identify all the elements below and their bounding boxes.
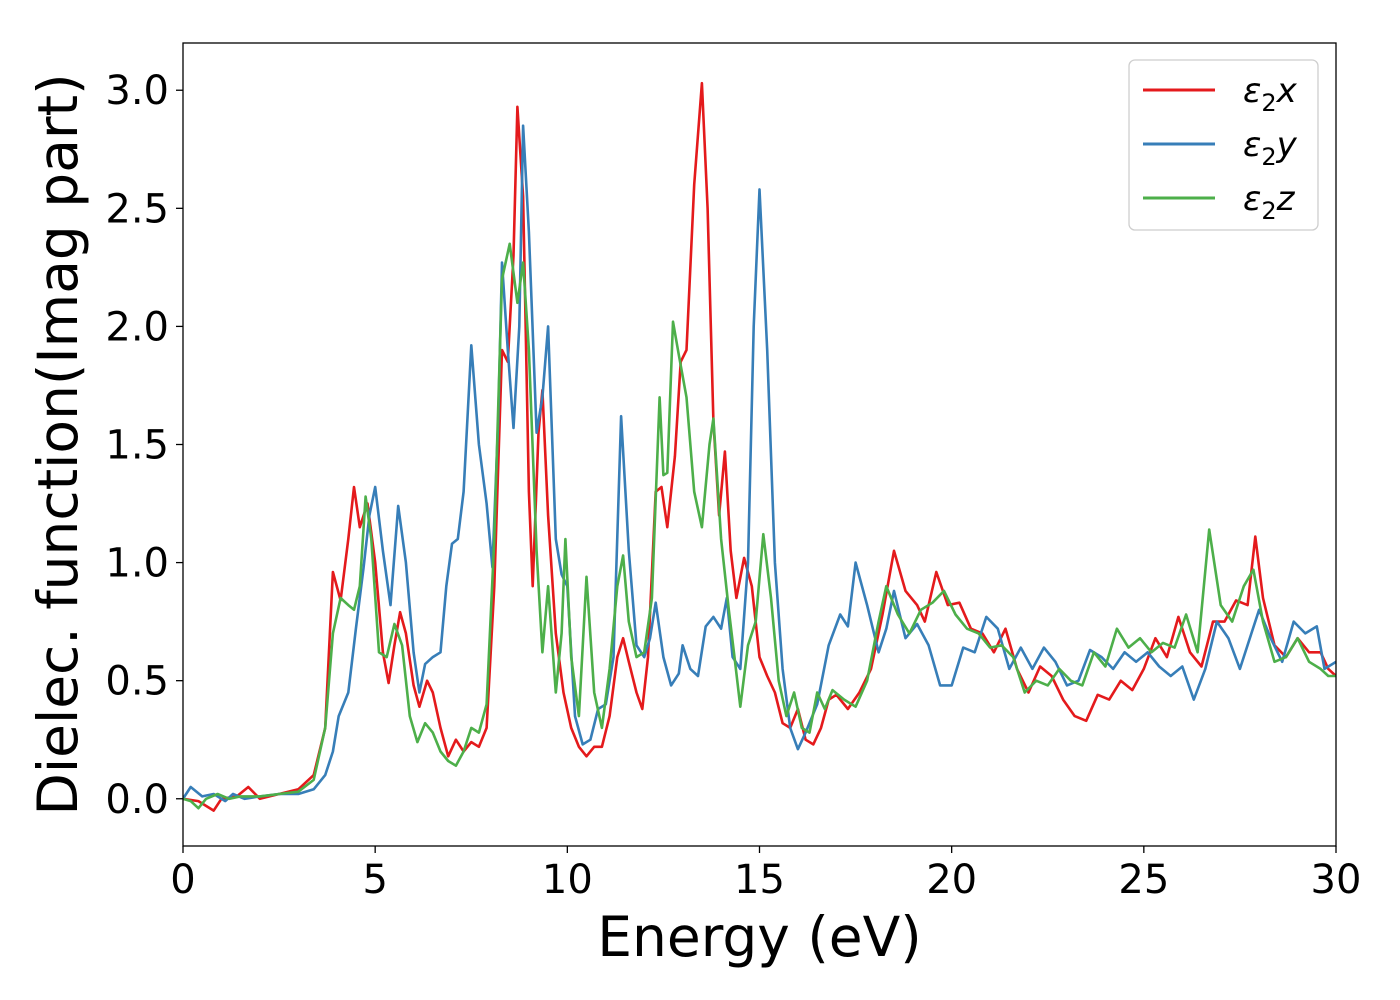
y-axis-label: Dielec. function(Imag part) [26,73,90,815]
x-tick-label: 25 [1118,857,1169,903]
legend-label-z: ε2z [1243,179,1296,225]
legend-label-x: ε2x [1243,71,1298,117]
legend-box [1128,59,1319,231]
y-tick-label: 2.5 [105,186,169,232]
y-tick-label: 0.5 [105,659,169,705]
legend-label-y: ε2y [1243,125,1298,171]
legend-label-axis: z [1276,179,1296,219]
legend-label-base: ε [1243,179,1261,219]
legend-label-base: ε [1243,71,1261,111]
x-tick-label: 0 [170,857,195,903]
legend-label-base: ε [1243,125,1261,165]
x-tick-label: 10 [542,857,593,903]
x-axis: 0 5 10 15 20 25 30 [170,846,1361,903]
y-axis: 0.0 0.5 1.0 1.5 2.0 2.5 3.0 [105,68,183,823]
x-tick-label: 20 [926,857,977,903]
x-axis-label: Energy (eV) [597,905,921,969]
y-tick-label: 1.0 [105,541,169,587]
y-tick-label: 0.0 [105,777,169,823]
legend-label-axis: y [1276,125,1298,165]
legend-label-subscript: 2 [1261,143,1276,171]
y-tick-label: 2.0 [105,304,169,350]
y-tick-label: 1.5 [105,423,169,469]
y-tick-label: 3.0 [105,68,169,114]
series-line-z [183,242,1336,810]
x-tick-label: 5 [362,857,387,903]
legend-label-subscript: 2 [1261,197,1276,225]
legend-label-subscript: 2 [1261,89,1276,117]
legend-label-axis: x [1276,71,1298,111]
series-layer [183,81,1336,812]
series-line-x [183,81,1336,812]
x-tick-label: 15 [734,857,785,903]
x-tick-label: 30 [1311,857,1362,903]
